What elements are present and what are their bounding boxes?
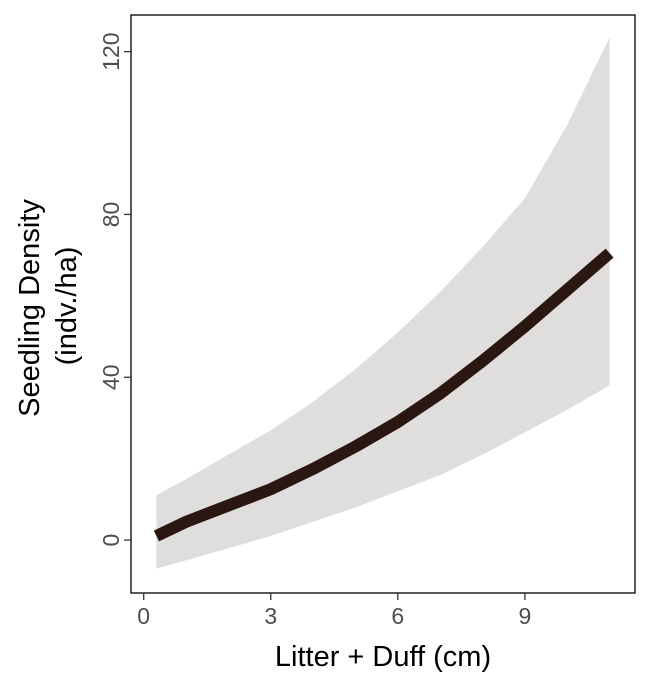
- y-tick-label: 80: [98, 202, 124, 228]
- x-axis: 0 3 6 9: [137, 593, 531, 629]
- y-tick-label: 0: [98, 534, 124, 547]
- x-tick-label: 6: [391, 603, 404, 629]
- x-tick-label: 3: [264, 603, 277, 629]
- fitted-lines: [153, 248, 614, 542]
- x-axis-title: Litter + Duff (cm): [275, 641, 491, 673]
- confidence-ribbons: [156, 37, 610, 569]
- y-axis-subtitle: (indv./ha): [51, 247, 83, 366]
- x-tick-label: 9: [518, 603, 531, 629]
- y-tick-label: 120: [98, 32, 124, 70]
- confidence-ribbon: [156, 37, 610, 569]
- fitted-line: [153, 248, 614, 542]
- y-axis: 0 40 80 120: [98, 32, 131, 546]
- y-tick-label: 40: [98, 365, 124, 391]
- plot-panel-border: [130, 14, 636, 594]
- x-tick-label: 0: [137, 603, 150, 629]
- y-axis-title: Seedling Density: [14, 199, 46, 417]
